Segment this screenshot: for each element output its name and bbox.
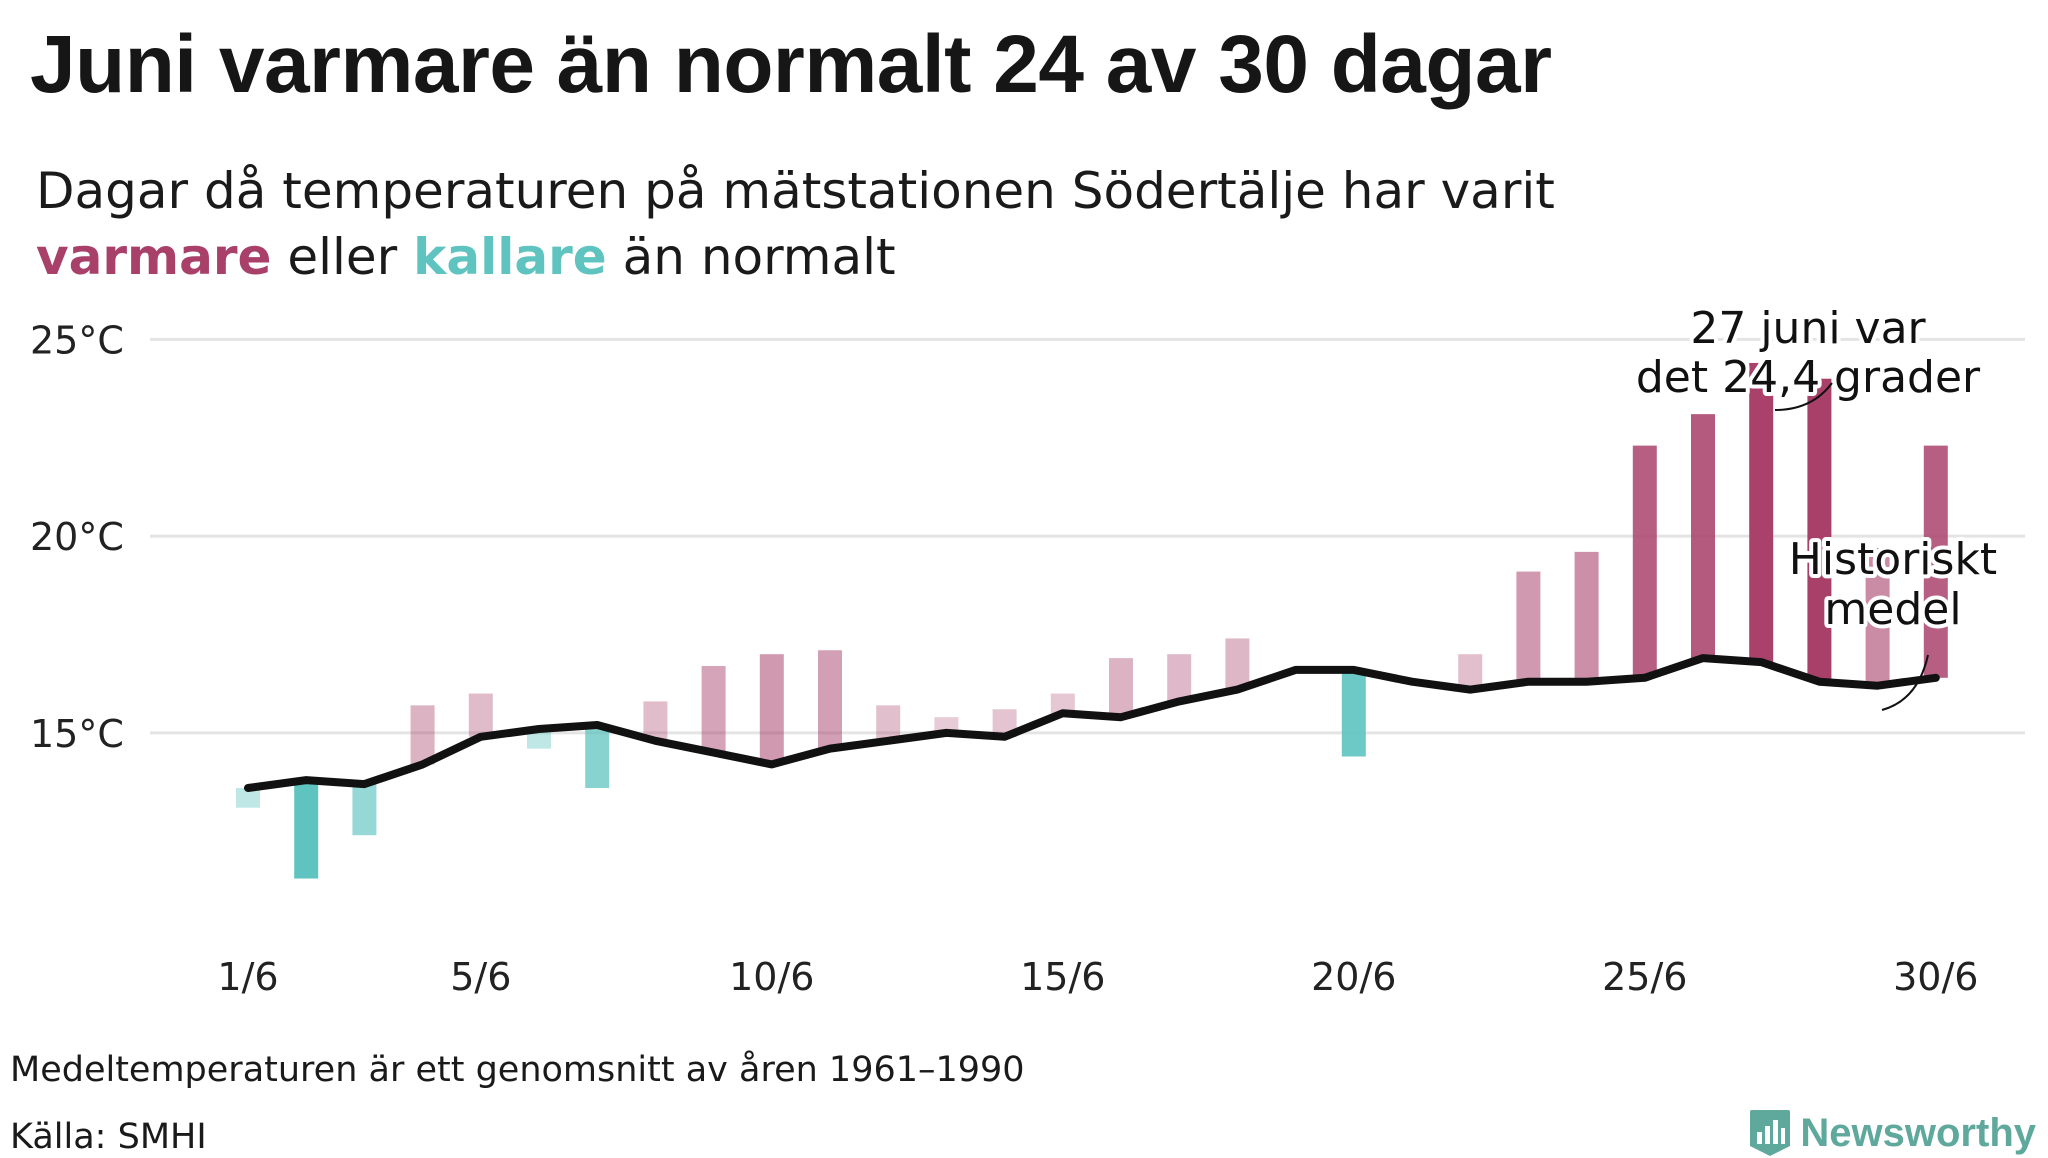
y-tick-label: 25°C	[30, 318, 124, 362]
x-tick-label: 10/6	[729, 955, 814, 999]
bar-day-18	[1225, 638, 1250, 690]
bar-day-11	[818, 650, 842, 749]
x-tick-label: 15/6	[1020, 955, 1105, 999]
bar-day-20	[1341, 669, 1366, 757]
bar-day-15	[1050, 693, 1075, 714]
mean-annotation-leader	[1881, 654, 1929, 711]
bar-day-23	[1516, 571, 1541, 682]
source-note: Källa: SMHI	[10, 1117, 207, 1157]
subtitle-mid: eller	[287, 228, 398, 286]
x-tick-label: 25/6	[1602, 955, 1687, 999]
peak-annotation-line1: 27 juni var	[1690, 303, 1926, 354]
newsworthy-logo-icon	[1750, 1110, 1791, 1156]
x-tick-label: 30/6	[1893, 955, 1978, 999]
bar-day-26	[1691, 414, 1715, 659]
bar-day-29	[1865, 547, 1890, 686]
bar-day-9	[701, 666, 726, 753]
x-tick-label: 20/6	[1311, 955, 1396, 999]
bar-day-1	[236, 788, 260, 808]
bar-day-27	[1749, 362, 1774, 663]
peak-annotation-leader	[1774, 382, 1833, 411]
bar-day-28	[1807, 378, 1832, 682]
bar-day-4	[410, 705, 435, 765]
temperature-bars	[236, 362, 1948, 879]
subtitle: Dagar då temperaturen på mätstationen Sö…	[36, 158, 1555, 290]
annotations: 27 juni var det 24,4 grader Historiskt m…	[1632, 299, 2001, 711]
page-title: Juni varmare än normalt 24 av 30 dagar	[30, 19, 1552, 110]
peak-annotation-line2: det 24,4 grader	[1636, 352, 1981, 403]
footnote-average: Medeltemperaturen är ett genomsnitt av å…	[10, 1050, 1025, 1090]
bar-day-17	[1167, 654, 1192, 702]
y-tick-label: 20°C	[30, 515, 124, 559]
subtitle-end: än normalt	[622, 228, 896, 286]
subtitle-warm: varmare	[36, 228, 272, 286]
bar-day-24	[1574, 551, 1599, 682]
average-line	[244, 654, 1940, 792]
bar-day-12	[876, 705, 901, 741]
mean-annotation-line2: medel	[1824, 584, 1961, 635]
bar-day-8	[643, 701, 668, 741]
bar-day-7	[585, 725, 610, 788]
bar-day-5	[468, 693, 493, 737]
brand[interactable]: Newsworthy	[1748, 1108, 2036, 1158]
bar-day-6	[527, 728, 551, 749]
x-tick-label: 5/6	[450, 955, 511, 999]
subtitle-line1: Dagar då temperaturen på mätstationen Sö…	[36, 162, 1555, 220]
x-axis: 1/6 5/6 10/6 15/6 20/6 25/6 30/6	[217, 955, 1978, 999]
bar-day-13	[934, 717, 959, 733]
bar-day-22	[1458, 654, 1483, 690]
bar-day-2	[294, 780, 319, 879]
brand-name: Newsworthy	[1800, 1110, 2036, 1155]
mean-annotation-line1: Historiskt	[1789, 534, 1997, 585]
x-tick-label: 1/6	[217, 955, 278, 999]
bar-day-25	[1632, 445, 1657, 678]
y-tick-label: 15°C	[30, 712, 124, 756]
bar-day-16	[1109, 658, 1133, 718]
y-axis: 15°C 20°C 25°C	[30, 318, 124, 756]
bar-day-10	[759, 654, 784, 765]
average-line-group	[244, 654, 1940, 792]
bar-day-3	[352, 784, 377, 836]
subtitle-cold: kallare	[413, 228, 607, 286]
bar-day-30	[1923, 445, 1948, 678]
